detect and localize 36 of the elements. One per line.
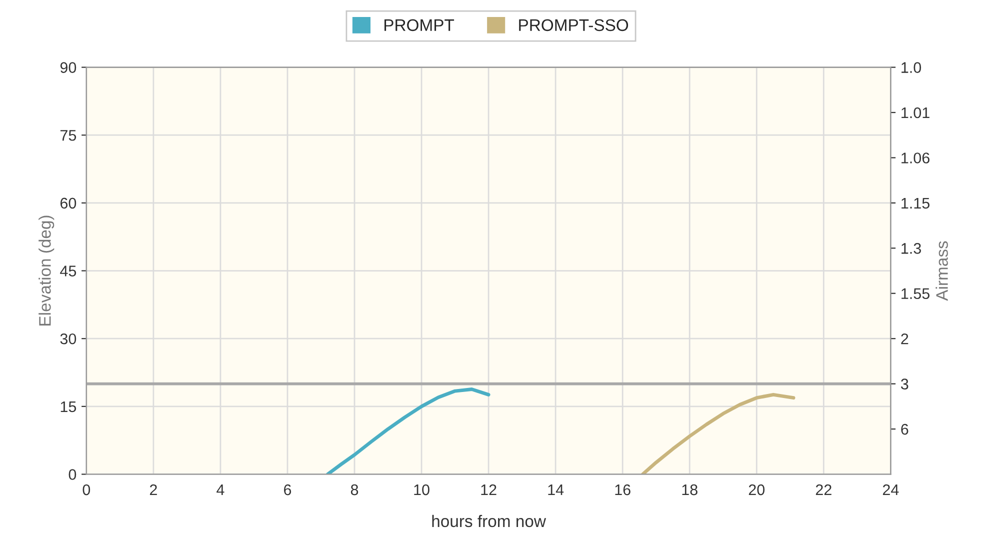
x-tick-label: 20 bbox=[748, 484, 765, 496]
x-tick-label: 8 bbox=[350, 484, 358, 496]
y-tick-label: 45 bbox=[60, 266, 76, 276]
y-tick-label: 60 bbox=[60, 198, 76, 209]
category-label: 1.0 bbox=[902, 62, 922, 73]
x-tick-label: 4 bbox=[216, 484, 224, 496]
category-label: 1.01 bbox=[902, 107, 930, 118]
y2-axis-title: Airmass bbox=[936, 241, 948, 301]
x-tick-label: 22 bbox=[816, 484, 832, 496]
y-tick-label: 75 bbox=[60, 130, 76, 141]
x-tick-label: 0 bbox=[82, 484, 90, 496]
y-tick-label: 15 bbox=[60, 401, 76, 412]
legend-label: PROMPT-SSO bbox=[519, 19, 628, 32]
category-label: 6 bbox=[901, 424, 908, 435]
y-tick-label: 0 bbox=[68, 469, 76, 480]
x-tick-label: 6 bbox=[284, 484, 292, 496]
legend-label: PROMPT bbox=[384, 19, 454, 32]
line-series bbox=[640, 392, 796, 474]
y-tick-label: 30 bbox=[60, 333, 76, 344]
category-label: 1.3 bbox=[902, 243, 921, 254]
x-tick-label: 10 bbox=[414, 484, 430, 496]
x-axis-title: hours from now bbox=[432, 514, 546, 528]
x-tick-label: 16 bbox=[615, 484, 630, 496]
category-label: 1.55 bbox=[902, 288, 930, 300]
category-label: 3 bbox=[900, 378, 908, 390]
category-label: 1.06 bbox=[902, 152, 930, 164]
line-series bbox=[326, 388, 490, 474]
x-tick-label: 24 bbox=[882, 484, 899, 496]
x-tick-label: 14 bbox=[548, 484, 564, 496]
y-axis-title: Elevation (deg) bbox=[38, 216, 54, 326]
category-label: 2 bbox=[901, 333, 908, 344]
x-tick-label: 2 bbox=[150, 484, 157, 496]
x-tick-label: 18 bbox=[682, 484, 698, 496]
category-label: 1.15 bbox=[902, 198, 930, 209]
x-tick-label: 12 bbox=[481, 484, 496, 496]
y-tick-label: 90 bbox=[60, 62, 76, 73]
